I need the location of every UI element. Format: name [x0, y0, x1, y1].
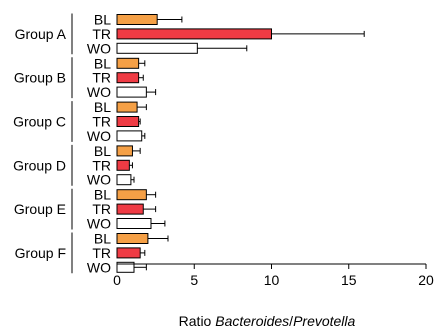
bar-tr: [116, 247, 141, 259]
condition-label: TR: [92, 26, 111, 42]
x-tick-label: 0: [113, 272, 121, 288]
bar-wo: [116, 174, 132, 186]
condition-label: WO: [87, 40, 111, 56]
condition-label: BL: [94, 55, 111, 71]
condition-label: WO: [87, 128, 111, 144]
group-label: Group D: [13, 157, 66, 173]
bar-bl: [116, 14, 158, 25]
x-tick-label: 5: [190, 272, 198, 288]
condition-label: WO: [87, 216, 111, 232]
x-tick-label: 20: [418, 272, 434, 288]
bar-wo: [116, 86, 147, 98]
bar-bl: [116, 145, 133, 157]
group-label: Group B: [14, 70, 66, 86]
bar-tr: [116, 159, 130, 171]
bar-tr: [116, 72, 140, 84]
bar-wo: [116, 42, 198, 54]
condition-label: BL: [94, 231, 111, 247]
condition-label: TR: [92, 245, 111, 261]
x-axis-title-separator: /: [289, 313, 293, 329]
condition-label: TR: [92, 201, 111, 217]
condition-label: BL: [94, 12, 111, 28]
x-axis-title-genus-1: Bacteroides: [215, 313, 289, 329]
condition-label: TR: [92, 70, 111, 86]
x-tick-label: 10: [264, 272, 280, 288]
group-label: Group E: [14, 201, 66, 217]
bar-wo: [116, 218, 152, 229]
group-label: Group F: [15, 245, 66, 261]
bar-tr: [116, 116, 140, 127]
x-tick-label: 15: [341, 272, 357, 288]
condition-label: WO: [87, 84, 111, 100]
bar-wo: [116, 130, 143, 142]
x-axis-title: Ratio Bacteroides/Prevotella: [179, 313, 356, 329]
x-axis-title-genus-2: Prevotella: [293, 313, 355, 329]
bar-bl: [116, 189, 147, 201]
bar-bl: [116, 57, 140, 69]
condition-label: WO: [87, 172, 111, 188]
condition-label: TR: [92, 114, 111, 130]
condition-label: WO: [87, 259, 111, 275]
condition-label: TR: [92, 157, 111, 173]
bar-bl: [116, 101, 138, 113]
x-axis-ticks: 0 5 10 15 20: [113, 264, 434, 288]
bar-tr: [116, 28, 272, 40]
condition-label: BL: [94, 99, 111, 115]
bar-bl: [116, 233, 149, 244]
condition-label: BL: [94, 143, 111, 159]
bar-tr: [116, 203, 144, 215]
x-axis-title-prefix: Ratio: [179, 313, 216, 329]
group-label: Group C: [13, 114, 66, 130]
condition-label: BL: [94, 187, 111, 203]
group-label: Group A: [15, 26, 67, 42]
